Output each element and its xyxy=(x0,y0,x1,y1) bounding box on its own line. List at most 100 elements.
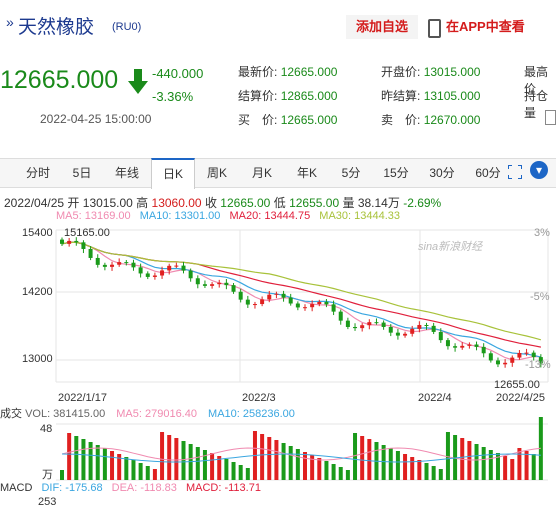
candle xyxy=(367,322,372,326)
down-arrow-icon xyxy=(128,69,148,94)
candle xyxy=(495,360,500,365)
volume-bar xyxy=(288,446,293,480)
field-open-interest: 持仓量 xyxy=(524,89,549,120)
page-title: 天然橡胶 xyxy=(18,17,95,38)
tab-15min[interactable]: 15分 xyxy=(383,166,409,180)
volume-bar xyxy=(67,433,72,480)
volume-bar xyxy=(60,470,64,480)
volume-bars xyxy=(60,417,543,480)
tab-30min[interactable]: 30分 xyxy=(429,166,455,180)
volume-bar xyxy=(181,441,186,480)
volume-bar xyxy=(524,451,529,480)
candle xyxy=(124,262,129,264)
volume-bar xyxy=(231,462,236,480)
candle xyxy=(210,284,215,286)
kline-chart[interactable]: 15400 14200 13000 3% -5% -13% 15165.00 1… xyxy=(0,222,556,505)
pct-label-mid: -5% xyxy=(530,291,550,303)
volume-bar xyxy=(224,459,229,480)
add-favorite-button[interactable]: 添加自选 xyxy=(346,15,418,39)
candle xyxy=(453,346,458,348)
volume-bar xyxy=(403,454,408,480)
candle xyxy=(538,357,543,364)
contract-code: (RU0) xyxy=(112,21,142,33)
volume-bar xyxy=(124,457,129,480)
latest-price: 12665.000 xyxy=(0,66,119,94)
info-icon[interactable]: ▾ xyxy=(530,161,548,179)
volume-ma5-line xyxy=(61,447,541,461)
volume-bar xyxy=(338,467,343,480)
tab-60min[interactable]: 60分 xyxy=(475,166,501,180)
volume-bar xyxy=(160,432,165,480)
candle xyxy=(503,362,508,365)
field-open: 开盘价: 13015.000 xyxy=(381,65,481,79)
candle xyxy=(345,320,350,327)
max-price-label: 15165.00 xyxy=(64,227,110,239)
volume-bar xyxy=(281,443,286,480)
tab-daily-k[interactable]: 日K xyxy=(151,158,195,189)
x-label-0: 2022/1/17 xyxy=(58,392,107,404)
candle xyxy=(245,299,250,305)
volume-bar xyxy=(531,454,536,480)
candle xyxy=(317,301,322,305)
candle xyxy=(410,328,415,334)
volume-ma10-line xyxy=(61,453,541,463)
field-settle: 结算价: 12865.000 xyxy=(238,89,338,103)
candle xyxy=(381,322,386,327)
volume-bar xyxy=(217,456,222,480)
candle xyxy=(145,273,150,277)
candle xyxy=(388,326,393,333)
chart-grid xyxy=(55,229,549,481)
candle xyxy=(481,346,486,354)
tab-year-line[interactable]: 年线 xyxy=(114,166,139,180)
macd-bottom-label: 253 xyxy=(38,496,56,505)
volume-bar xyxy=(81,439,86,480)
volume-bar xyxy=(117,454,122,480)
candle xyxy=(202,284,207,286)
volume-bar xyxy=(74,436,79,480)
candle xyxy=(403,333,408,336)
candle xyxy=(288,297,293,304)
checkbox-icon[interactable] xyxy=(545,110,556,125)
volume-bar xyxy=(495,453,500,480)
candle xyxy=(517,352,522,358)
volume-bar xyxy=(445,432,450,480)
volume-bar xyxy=(102,448,107,480)
ma-lines xyxy=(61,241,542,361)
candle xyxy=(231,285,236,292)
y-label-top: 15400 xyxy=(22,227,53,239)
tab-yearly-k[interactable]: 年K xyxy=(296,166,317,180)
candle xyxy=(238,291,243,300)
title-marker-icon: » xyxy=(6,14,14,30)
fullscreen-icon[interactable] xyxy=(508,165,522,179)
candle xyxy=(395,332,400,336)
view-in-app-link[interactable]: 在APP中查看 xyxy=(446,19,525,34)
candle xyxy=(217,282,222,285)
volume-bar xyxy=(195,447,200,480)
tab-5day[interactable]: 5日 xyxy=(72,166,92,180)
field-prev-settle: 昨结算: 13105.000 xyxy=(381,89,481,103)
x-label-2: 2022/4 xyxy=(418,392,452,404)
candle xyxy=(152,275,157,277)
candle xyxy=(102,264,107,267)
candle xyxy=(445,340,450,347)
volume-bar xyxy=(110,451,115,480)
candle xyxy=(274,293,279,295)
tab-monthly-k[interactable]: 月K xyxy=(251,166,272,180)
ma-line xyxy=(61,241,542,358)
volume-bar xyxy=(267,437,272,480)
volume-ma-lines xyxy=(61,447,541,463)
volume-bar xyxy=(517,448,522,480)
candle xyxy=(181,265,186,271)
volume-bar xyxy=(131,460,136,480)
tab-intraday[interactable]: 分时 xyxy=(25,166,50,180)
candle xyxy=(417,324,422,329)
field-ask: 卖 价: 12670.000 xyxy=(381,113,481,127)
volume-bar xyxy=(431,466,436,480)
tab-weekly-k[interactable]: 周K xyxy=(206,166,227,180)
candle xyxy=(267,294,272,300)
volume-bar xyxy=(310,455,315,480)
y-label-mid: 14200 xyxy=(22,286,53,298)
tab-5min[interactable]: 5分 xyxy=(341,166,361,180)
candle xyxy=(81,242,86,249)
volume-bar xyxy=(381,445,386,480)
